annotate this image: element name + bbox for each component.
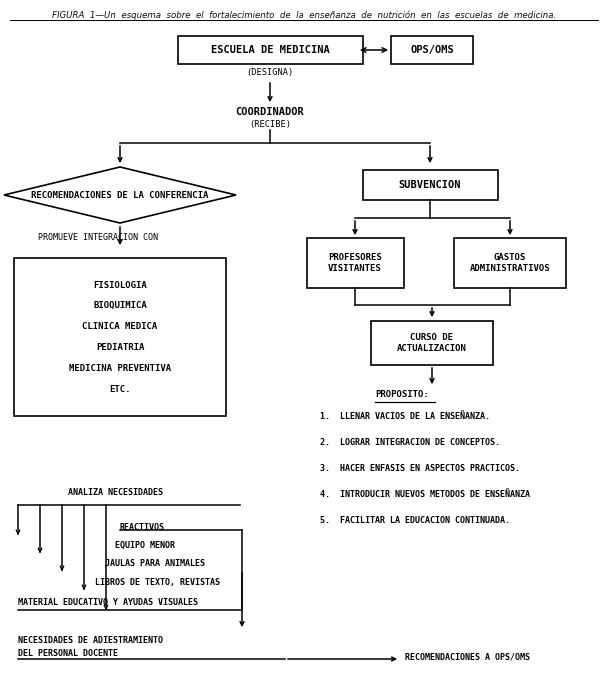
- Text: SUBVENCION: SUBVENCION: [399, 180, 461, 190]
- Bar: [362, 170, 497, 200]
- Text: PROPOSITO:: PROPOSITO:: [375, 390, 429, 399]
- Text: JAULAS PARA ANIMALES: JAULAS PARA ANIMALES: [105, 559, 205, 568]
- Text: 5.  FACILITAR LA EDUCACION CONTINUADA.: 5. FACILITAR LA EDUCACION CONTINUADA.: [320, 516, 510, 525]
- Text: FIGURA  1—Un  esquema  sobre  el  fortalecimiento  de  la  enseñanza  de  nutric: FIGURA 1—Un esquema sobre el fortalecimi…: [52, 10, 556, 19]
- Text: 3.  HACER ENFASIS EN ASPECTOS PRACTICOS.: 3. HACER ENFASIS EN ASPECTOS PRACTICOS.: [320, 464, 520, 473]
- Text: 4.  INTRODUCIR NUEVOS METODOS DE ENSEÑANZA: 4. INTRODUCIR NUEVOS METODOS DE ENSEÑANZ…: [320, 490, 530, 499]
- Text: NECESIDADES DE ADIESTRAMIENTO: NECESIDADES DE ADIESTRAMIENTO: [18, 636, 163, 645]
- Text: ESCUELA DE MEDICINA: ESCUELA DE MEDICINA: [210, 45, 330, 55]
- Text: FISIOLOGIA

BIOQUIMICA

CLINICA MEDICA

PEDIATRIA

MEDICINA PREVENTIVA

ETC.: FISIOLOGIA BIOQUIMICA CLINICA MEDICA PED…: [69, 280, 171, 393]
- Text: PROMUEVE INTEGRACION CON: PROMUEVE INTEGRACION CON: [38, 233, 158, 242]
- Text: ANALIZA NECESIDADES: ANALIZA NECESIDADES: [68, 488, 163, 497]
- Text: MATERIAL EDUCATIVO Y AYUDAS VISUALES: MATERIAL EDUCATIVO Y AYUDAS VISUALES: [18, 598, 198, 607]
- Bar: [371, 321, 493, 365]
- Text: RECOMENDACIONES DE LA CONFERENCIA: RECOMENDACIONES DE LA CONFERENCIA: [32, 190, 209, 200]
- Text: CURSO DE
ACTUALIZACION: CURSO DE ACTUALIZACION: [397, 333, 467, 353]
- Text: (DESIGNA): (DESIGNA): [246, 68, 294, 77]
- Bar: [306, 238, 404, 288]
- Text: LIBROS DE TEXTO, REVISTAS: LIBROS DE TEXTO, REVISTAS: [95, 578, 220, 587]
- Text: 2.  LOGRAR INTEGRACION DE CONCEPTOS.: 2. LOGRAR INTEGRACION DE CONCEPTOS.: [320, 438, 500, 447]
- Text: REACTIVOS: REACTIVOS: [120, 523, 165, 532]
- Text: PROFESORES
VISITANTES: PROFESORES VISITANTES: [328, 254, 382, 273]
- Text: 1.  LLENAR VACIOS DE LA ENSEÑANZA.: 1. LLENAR VACIOS DE LA ENSEÑANZA.: [320, 412, 490, 421]
- Bar: [454, 238, 566, 288]
- Bar: [391, 36, 473, 64]
- Bar: [14, 258, 226, 416]
- Text: COORDINADOR: COORDINADOR: [236, 107, 305, 117]
- Polygon shape: [4, 167, 236, 223]
- Bar: [178, 36, 362, 64]
- Text: GASTOS
ADMINISTRATIVOS: GASTOS ADMINISTRATIVOS: [470, 254, 550, 273]
- Text: EQUIPO MENOR: EQUIPO MENOR: [115, 541, 175, 550]
- Text: (RECIBE): (RECIBE): [249, 120, 291, 129]
- Text: DEL PERSONAL DOCENTE: DEL PERSONAL DOCENTE: [18, 649, 118, 658]
- Text: OPS/OMS: OPS/OMS: [410, 45, 454, 55]
- Text: RECOMENDACIONES A OPS/OMS: RECOMENDACIONES A OPS/OMS: [405, 652, 530, 661]
